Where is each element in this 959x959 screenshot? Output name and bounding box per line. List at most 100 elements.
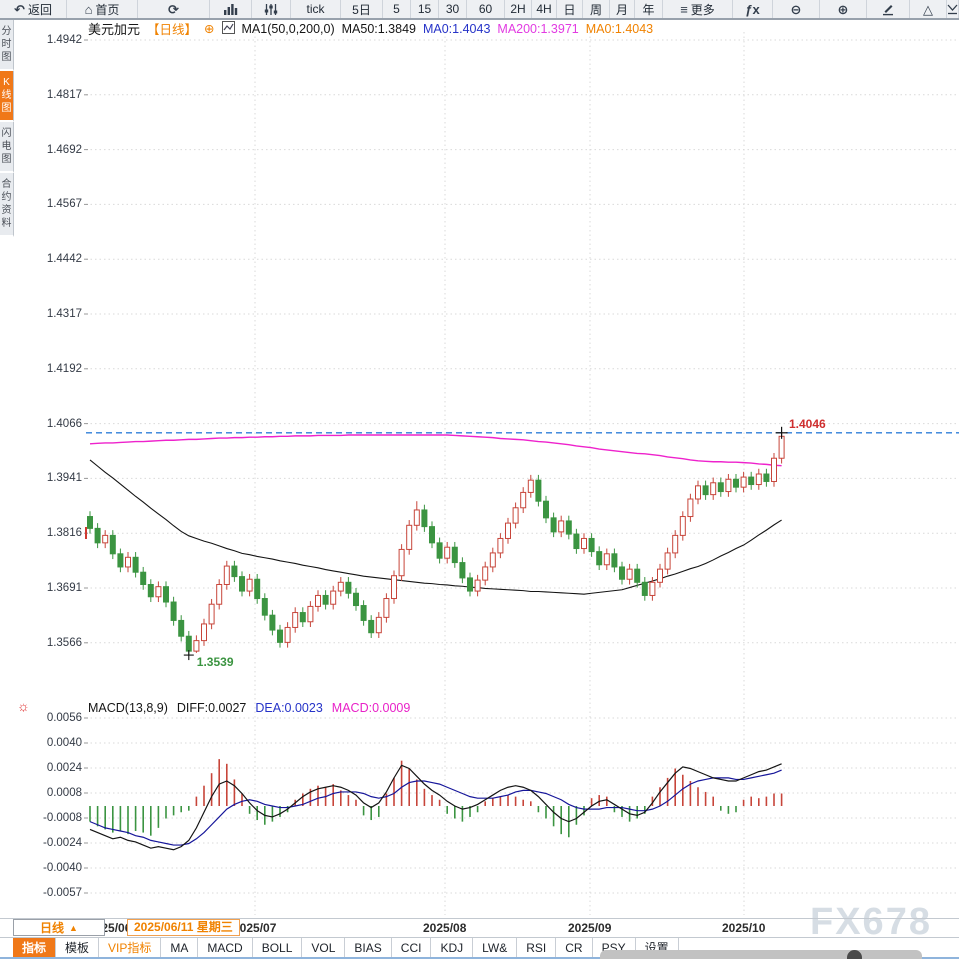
- chart-plot-area[interactable]: [86, 30, 959, 918]
- indicator-button-CCI[interactable]: CCI: [392, 938, 432, 957]
- toolbar-item-label: 30: [445, 2, 460, 16]
- shapes-button[interactable]: △: [910, 0, 947, 18]
- add-indicator-icon[interactable]: ⊕: [204, 22, 215, 36]
- back-button[interactable]: ↶ 返回: [0, 0, 67, 18]
- ma50-value: MA50:1.3849: [341, 21, 416, 36]
- indicator-button-MACD[interactable]: MACD: [198, 938, 253, 957]
- sidebar-tab-合约资料[interactable]: 合约资料: [0, 173, 14, 237]
- period-tick-button[interactable]: tick: [291, 0, 341, 18]
- fx-icon: ƒx: [745, 1, 760, 17]
- macd-axis-tick: -0.0024: [42, 837, 82, 849]
- date-axis-label: 2025/10: [722, 921, 766, 935]
- toolbar-item-label: 2H: [510, 2, 526, 16]
- triangle-up-icon: ▲: [69, 922, 78, 933]
- macd-axis-tick: -0.0040: [42, 862, 82, 874]
- toolbar-item-label: 日: [563, 2, 576, 17]
- more-button[interactable]: ≡ 更多: [663, 0, 733, 18]
- chart-header: 美元加元 【日线】 ⊕ MA1(50,0,200,0) MA50:1.3849 …: [88, 20, 654, 37]
- indicator-button-KDJ[interactable]: KDJ: [431, 938, 474, 957]
- zoom-in-icon: ⊕: [837, 1, 849, 17]
- toolbar-item-label: 周: [589, 2, 602, 17]
- separator-line: [0, 937, 959, 938]
- ma200-value: MA200:1.3971: [497, 21, 579, 36]
- refresh-button[interactable]: ⟳: [138, 0, 210, 18]
- ma-settings-label: MA1(50,0,200,0): [241, 21, 335, 36]
- draw-pencil-button[interactable]: [867, 0, 910, 18]
- date-axis-label: 2025/08: [423, 921, 467, 935]
- indicator-button-VIP指标[interactable]: VIP指标: [99, 938, 162, 957]
- top-toolbar: ↶ 返回 ⌂ 首页 ⟳ tick 5日 5 15 30 60 2H 4H 日周月年 ≡ 更多 ƒx ⊖ ⊕ △: [0, 0, 959, 20]
- crosshair-date-tooltip: 2025/06/11 星期三: [127, 919, 240, 936]
- indicator-panel-button[interactable]: [252, 0, 291, 18]
- chart-type-button[interactable]: [210, 0, 252, 18]
- price-axis-tick: 1.4692: [46, 143, 82, 156]
- toolbar-item-label: 60: [478, 2, 493, 16]
- triangle-icon: △: [923, 1, 933, 17]
- toolbar-item-label: 5日: [352, 2, 371, 17]
- last-price-label: 1.4046: [789, 417, 826, 431]
- period-15m-button[interactable]: 15: [411, 0, 439, 18]
- price-axis-tick: 1.4066: [46, 417, 82, 430]
- toolbar-item-label: 首页: [95, 2, 120, 17]
- period-selector[interactable]: 日线 ▲: [13, 919, 105, 936]
- sidebar-tab-分时图[interactable]: 分时图: [0, 20, 14, 71]
- period-2h-button[interactable]: 2H: [505, 0, 532, 18]
- price-axis-tick: 1.3816: [46, 527, 82, 540]
- indicator-button-指标[interactable]: 指标: [13, 938, 57, 957]
- window-bottom-edge: [0, 957, 959, 959]
- period-60m-button[interactable]: 60: [467, 0, 505, 18]
- period-week-button[interactable]: 周: [583, 0, 610, 18]
- zoom-out-button[interactable]: ⊖: [773, 0, 820, 18]
- low-price-label: 1.3539: [196, 655, 234, 670]
- price-axis-tick: 1.4192: [46, 362, 82, 375]
- symbol-name: 美元加元: [88, 22, 141, 37]
- period-30m-button[interactable]: 30: [439, 0, 467, 18]
- indicator-button-模板[interactable]: 模板: [56, 938, 100, 957]
- date-axis-label: 2025/07: [233, 921, 277, 935]
- period-5m-button[interactable]: 5: [383, 0, 411, 18]
- chevron-under-icon: [947, 3, 958, 16]
- price-axis-tick: 1.4942: [46, 34, 82, 46]
- zoom-in-button[interactable]: ⊕: [820, 0, 867, 18]
- price-axis-tick: 1.3566: [46, 636, 82, 649]
- collapse-button[interactable]: [947, 0, 959, 18]
- mini-chart-icon[interactable]: [221, 20, 235, 37]
- indicator-button-CR[interactable]: CR: [556, 938, 593, 957]
- home-button[interactable]: ⌂ 首页: [67, 0, 138, 18]
- indicator-button-BOLL[interactable]: BOLL: [253, 938, 303, 957]
- sidebar-tab-闪电图[interactable]: 闪电图: [0, 122, 14, 173]
- macd-dea-value: DEA:0.0023: [255, 700, 323, 715]
- indicator-button-BIAS[interactable]: BIAS: [345, 938, 392, 957]
- macd-macd-value: MACD:0.0009: [331, 700, 411, 715]
- more-icon: ≡: [680, 1, 688, 17]
- toolbar-item-label: 返回: [27, 2, 52, 17]
- indicator-button-RSI[interactable]: RSI: [517, 938, 557, 957]
- bars-icon: [223, 3, 238, 16]
- ma0-value-orange: MA0:1.4043: [585, 21, 654, 36]
- fx-functions-button[interactable]: ƒx: [733, 0, 773, 18]
- period-day-button[interactable]: 日: [557, 0, 583, 18]
- period-year-button[interactable]: 年: [635, 0, 663, 18]
- home-icon: ⌂: [84, 1, 93, 17]
- macd-header: MACD(13,8,9) DIFF:0.0027 DEA:0.0023 MACD…: [88, 700, 410, 715]
- macd-axis-tick: -0.0008: [42, 812, 82, 824]
- macd-axis-tick: 0.0008: [46, 787, 82, 799]
- indicator-button-VOL[interactable]: VOL: [302, 938, 346, 957]
- macd-settings-icon[interactable]: ☼: [17, 698, 30, 714]
- indicator-button-MA[interactable]: MA: [161, 938, 199, 957]
- period-selector-label: 日线: [40, 921, 65, 935]
- sidebar-tab-K线图[interactable]: K线图: [0, 71, 14, 122]
- period-5d-button[interactable]: 5日: [341, 0, 383, 18]
- macd-axis-tick: 0.0040: [46, 737, 82, 749]
- indicator-button-LW&[interactable]: LW&: [473, 938, 518, 957]
- price-axis-tick: 1.4567: [46, 198, 82, 211]
- price-axis-tick: 1.3941: [46, 472, 82, 485]
- price-axis-tick: 1.4817: [46, 88, 82, 101]
- period-month-button[interactable]: 月: [610, 0, 635, 18]
- date-axis-label: 2025/09: [568, 921, 612, 935]
- price-axis-tick: 1.3691: [46, 582, 82, 594]
- taskbar-dot: [847, 950, 862, 959]
- macd-axis-tick: 0.0056: [46, 712, 82, 724]
- taskbar-fragment: [600, 950, 922, 959]
- period-4h-button[interactable]: 4H: [532, 0, 557, 18]
